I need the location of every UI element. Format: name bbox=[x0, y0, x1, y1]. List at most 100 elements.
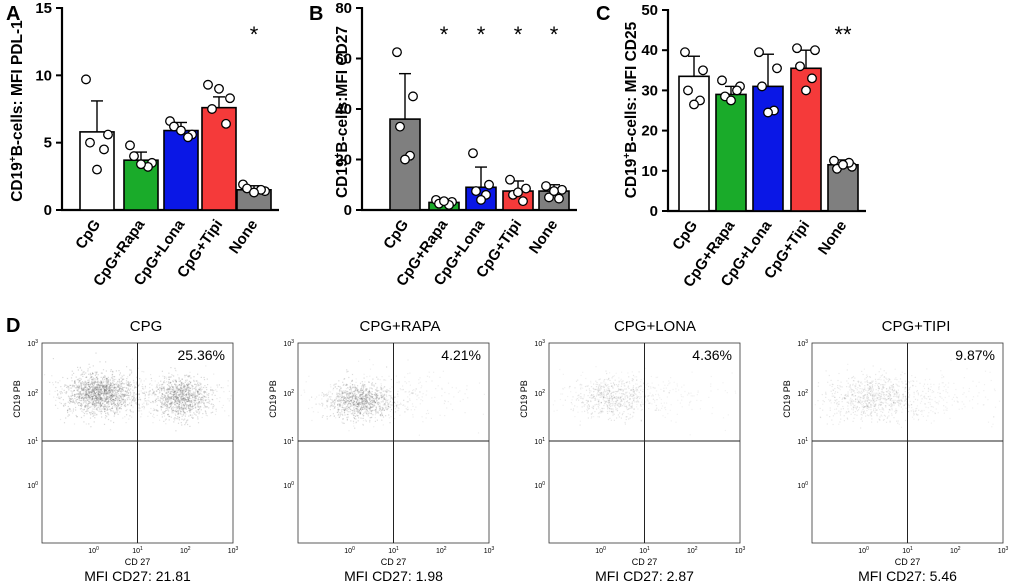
flow-event bbox=[600, 402, 602, 404]
flow-event bbox=[103, 391, 105, 394]
flow-event bbox=[356, 387, 358, 389]
flow-event bbox=[592, 397, 594, 399]
flow-event bbox=[63, 405, 65, 407]
flow-event bbox=[575, 391, 577, 394]
flow-event bbox=[198, 388, 200, 390]
flow-event bbox=[189, 401, 191, 403]
flow-event bbox=[371, 410, 373, 412]
flow-event bbox=[98, 386, 101, 388]
flow-event bbox=[397, 404, 399, 406]
flow-event bbox=[189, 387, 191, 389]
flow-event bbox=[576, 406, 578, 408]
flow-event bbox=[341, 421, 343, 423]
flow-event bbox=[79, 395, 81, 398]
flow-event bbox=[167, 391, 170, 394]
flow-event bbox=[120, 408, 122, 410]
flow-event bbox=[111, 382, 113, 384]
flow-event bbox=[98, 386, 100, 388]
flow-event bbox=[104, 389, 106, 391]
flow-event bbox=[188, 405, 190, 407]
flow-event bbox=[97, 398, 99, 400]
flow-event bbox=[177, 391, 179, 393]
flow-event bbox=[133, 394, 135, 397]
flow-event bbox=[70, 387, 73, 389]
flow-event bbox=[108, 405, 110, 407]
flow-event bbox=[349, 403, 351, 405]
flow-event bbox=[122, 395, 124, 397]
flow-event bbox=[203, 390, 205, 392]
flow-event bbox=[92, 388, 94, 390]
flow-event bbox=[103, 394, 105, 396]
flow-event bbox=[174, 401, 176, 403]
flow-event bbox=[117, 404, 119, 406]
flow-event bbox=[86, 397, 88, 399]
flow-event bbox=[101, 392, 103, 394]
flow-event bbox=[185, 421, 188, 423]
flow-event bbox=[184, 399, 186, 401]
flow-event bbox=[126, 366, 128, 368]
flow-event bbox=[95, 387, 97, 389]
flow-event bbox=[128, 382, 130, 384]
flow-event bbox=[174, 419, 176, 421]
flow-event bbox=[640, 385, 642, 387]
flow-event bbox=[71, 370, 73, 372]
bar-chart-cd25: C CD19+B-cells: MFI CD25 01020304050CpGC… bbox=[596, 2, 866, 290]
flow-event bbox=[83, 398, 85, 400]
flow-event bbox=[203, 391, 205, 393]
flow-event bbox=[104, 392, 106, 394]
flow-event bbox=[150, 402, 152, 404]
flow-event bbox=[104, 390, 106, 393]
flow-event bbox=[49, 393, 51, 395]
flow-event bbox=[617, 390, 619, 392]
flow-event bbox=[151, 388, 154, 390]
flow-event bbox=[354, 404, 356, 407]
flow-event bbox=[104, 392, 107, 394]
flow-event bbox=[361, 396, 363, 398]
flow-event bbox=[194, 399, 196, 401]
flow-event bbox=[191, 416, 193, 418]
flow-event bbox=[204, 396, 206, 398]
flow-event bbox=[110, 404, 113, 406]
flow-event bbox=[355, 404, 357, 406]
flow-event bbox=[149, 383, 151, 385]
flow-event bbox=[80, 405, 82, 407]
flow-event bbox=[342, 422, 344, 424]
flow-event bbox=[381, 389, 383, 391]
flow-event bbox=[87, 381, 89, 383]
flow-event bbox=[113, 399, 115, 401]
flow-event bbox=[368, 381, 370, 383]
flow-event bbox=[606, 396, 608, 398]
flow-event bbox=[617, 396, 619, 398]
flow-event bbox=[340, 393, 342, 395]
flow-event bbox=[346, 402, 348, 404]
y-axis-label-a: CD19+B-cells: MFI PDL-1 bbox=[8, 20, 26, 202]
flow-event bbox=[107, 380, 110, 382]
flow-event bbox=[173, 387, 175, 389]
flow-event bbox=[358, 401, 360, 403]
flow-event bbox=[106, 388, 108, 390]
flow-event bbox=[130, 384, 132, 386]
flow-event bbox=[691, 395, 694, 397]
flow-event bbox=[109, 379, 111, 381]
flow-x-axis-label: CD 27 bbox=[125, 557, 151, 567]
flow-event bbox=[372, 405, 374, 408]
y-tick-label-pa: 15 bbox=[35, 0, 52, 17]
flow-event bbox=[174, 400, 176, 402]
flow-event bbox=[372, 364, 374, 366]
flow-event bbox=[183, 397, 185, 399]
flow-event bbox=[105, 370, 107, 372]
flow-event bbox=[341, 391, 343, 393]
flow-event bbox=[163, 387, 165, 389]
flow-event bbox=[667, 413, 669, 415]
flow-event bbox=[360, 398, 362, 400]
flow-event bbox=[142, 388, 144, 390]
flow-event bbox=[357, 404, 359, 406]
flow-event bbox=[601, 412, 603, 414]
flow-event bbox=[380, 388, 382, 390]
flow-event bbox=[135, 402, 137, 404]
flow-event bbox=[353, 408, 355, 410]
flow-event bbox=[84, 385, 86, 388]
flow-event bbox=[179, 384, 181, 386]
y-tick-label-pb: 40 bbox=[335, 101, 352, 118]
flow-event bbox=[69, 399, 71, 401]
